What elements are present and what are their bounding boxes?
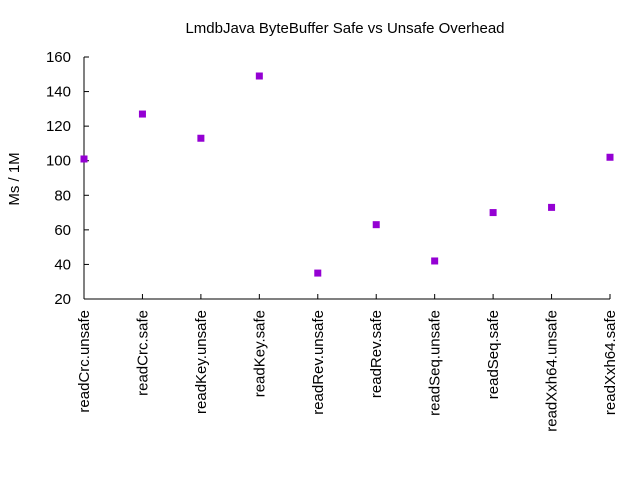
data-point <box>255 72 263 80</box>
y-axis-label: Ms / 1M <box>6 152 23 205</box>
x-axis-ticks: readCrc.unsafe readCrc.safe readKey.unsafe… <box>76 294 619 432</box>
x-tick-label: readCrc.unsafe <box>76 310 93 413</box>
data-point <box>80 155 88 163</box>
data-point <box>138 110 146 118</box>
x-tick-label: readXxh64.unsafe <box>544 310 561 432</box>
y-tick-label: 160 <box>46 49 71 66</box>
x-tick-label: readSeq.unsafe <box>427 310 444 416</box>
data-point <box>314 269 322 277</box>
data-point <box>606 153 614 161</box>
x-tick-label: readRev.unsafe <box>310 310 327 415</box>
x-tick-label: readRev.safe <box>368 310 385 398</box>
data-point <box>489 209 497 217</box>
data-point <box>431 257 439 265</box>
data-point <box>548 203 556 211</box>
data-point <box>197 134 205 142</box>
data-points <box>80 72 614 277</box>
chart-title: LmdbJava ByteBuffer Safe vs Unsafe Overh… <box>185 20 504 37</box>
axes <box>83 57 610 300</box>
y-tick-label: 20 <box>54 291 71 308</box>
y-tick-label: 120 <box>46 118 71 135</box>
x-tick-label: readKey.unsafe <box>193 310 210 414</box>
x-tick-label: readKey.safe <box>251 310 268 397</box>
y-axis-ticks: 20 40 60 80 100 120 140 160 <box>46 49 89 308</box>
y-tick-label: 60 <box>54 222 71 239</box>
x-tick-label: readCrc.safe <box>134 310 151 396</box>
y-tick-label: 140 <box>46 84 71 101</box>
x-tick-label: readSeq.safe <box>485 310 502 399</box>
y-tick-label: 40 <box>54 256 71 273</box>
x-tick-label: readXxh64.safe <box>602 310 619 415</box>
y-tick-label: 80 <box>54 187 71 204</box>
y-tick-label: 100 <box>46 153 71 170</box>
data-point <box>372 221 380 229</box>
